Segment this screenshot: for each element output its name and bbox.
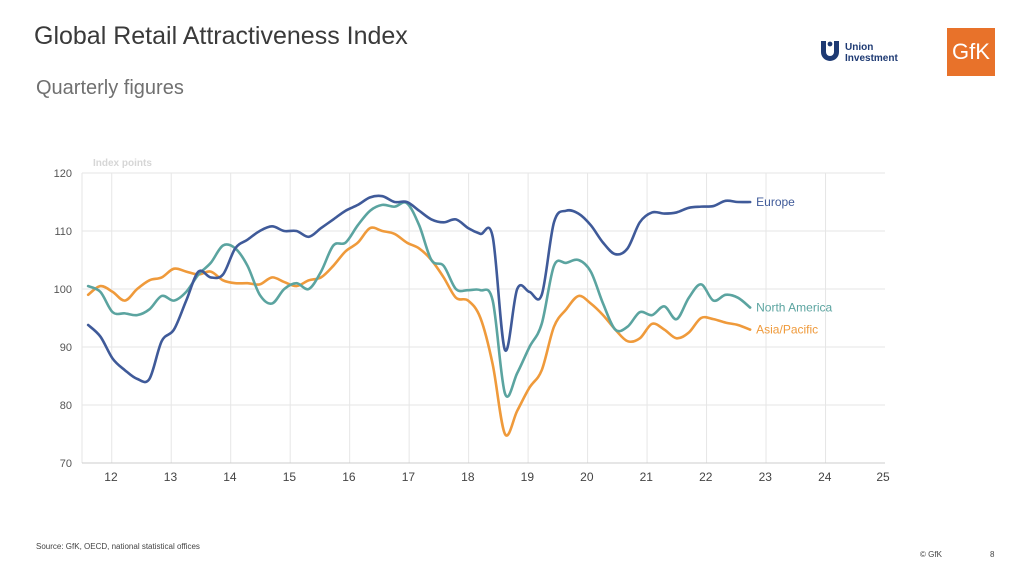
y-tick-label: 80 [60, 400, 72, 412]
x-tick-label: 17 [402, 470, 416, 484]
y-tick-label: 110 [54, 226, 72, 238]
union-investment-mark-icon [821, 41, 839, 61]
copyright: © GfK [920, 550, 942, 559]
y-tick-label: 100 [54, 284, 72, 296]
series-line-europe [86, 194, 752, 384]
x-tick-label: 14 [223, 470, 237, 484]
page-number: 8 [990, 550, 995, 559]
x-tick-label: 25 [876, 470, 890, 484]
series-line-north-america [86, 201, 752, 398]
union-investment-logo: Union Investment [818, 38, 910, 68]
x-tick-label: 19 [521, 470, 535, 484]
union-investment-line2: Investment [845, 53, 898, 64]
y-tick-label: 90 [60, 342, 72, 354]
x-tick-label: 23 [759, 470, 773, 484]
y-tick-label: 70 [60, 458, 72, 470]
x-tick-label: 21 [640, 470, 654, 484]
series-label-north-america: North America [756, 301, 832, 315]
page-title: Global Retail Attractiveness Index [34, 22, 408, 50]
y-tick-label: 120 [54, 168, 72, 180]
union-investment-line1: Union [845, 42, 874, 53]
x-axis-ticks: 12 13 14 15 16 17 18 19 20 21 22 23 24 25 [104, 470, 890, 484]
chart-series [86, 194, 752, 437]
page-subtitle: Quarterly figures [36, 77, 184, 99]
source-note: Source: GfK, OECD, national statistical … [36, 542, 200, 551]
x-tick-label: 12 [104, 470, 118, 484]
x-tick-label: 13 [164, 470, 178, 484]
x-tick-label: 15 [283, 470, 297, 484]
series-line-asia-pacific [86, 226, 752, 437]
y-axis-label: Index points [93, 158, 152, 169]
x-tick-label: 24 [818, 470, 832, 484]
x-tick-label: 18 [461, 470, 475, 484]
x-tick-label: 22 [699, 470, 713, 484]
series-label-asia-pacific: Asia/Pacific [756, 323, 818, 337]
x-tick-label: 16 [342, 470, 356, 484]
gfk-logo: GfK [947, 28, 995, 76]
chart-grid [81, 172, 885, 464]
y-axis-ticks: 70 80 90 100 110 120 [54, 168, 72, 470]
series-labels: Europe North America Asia/Pacific [756, 195, 832, 337]
series-label-europe: Europe [756, 195, 795, 209]
x-tick-label: 20 [580, 470, 594, 484]
